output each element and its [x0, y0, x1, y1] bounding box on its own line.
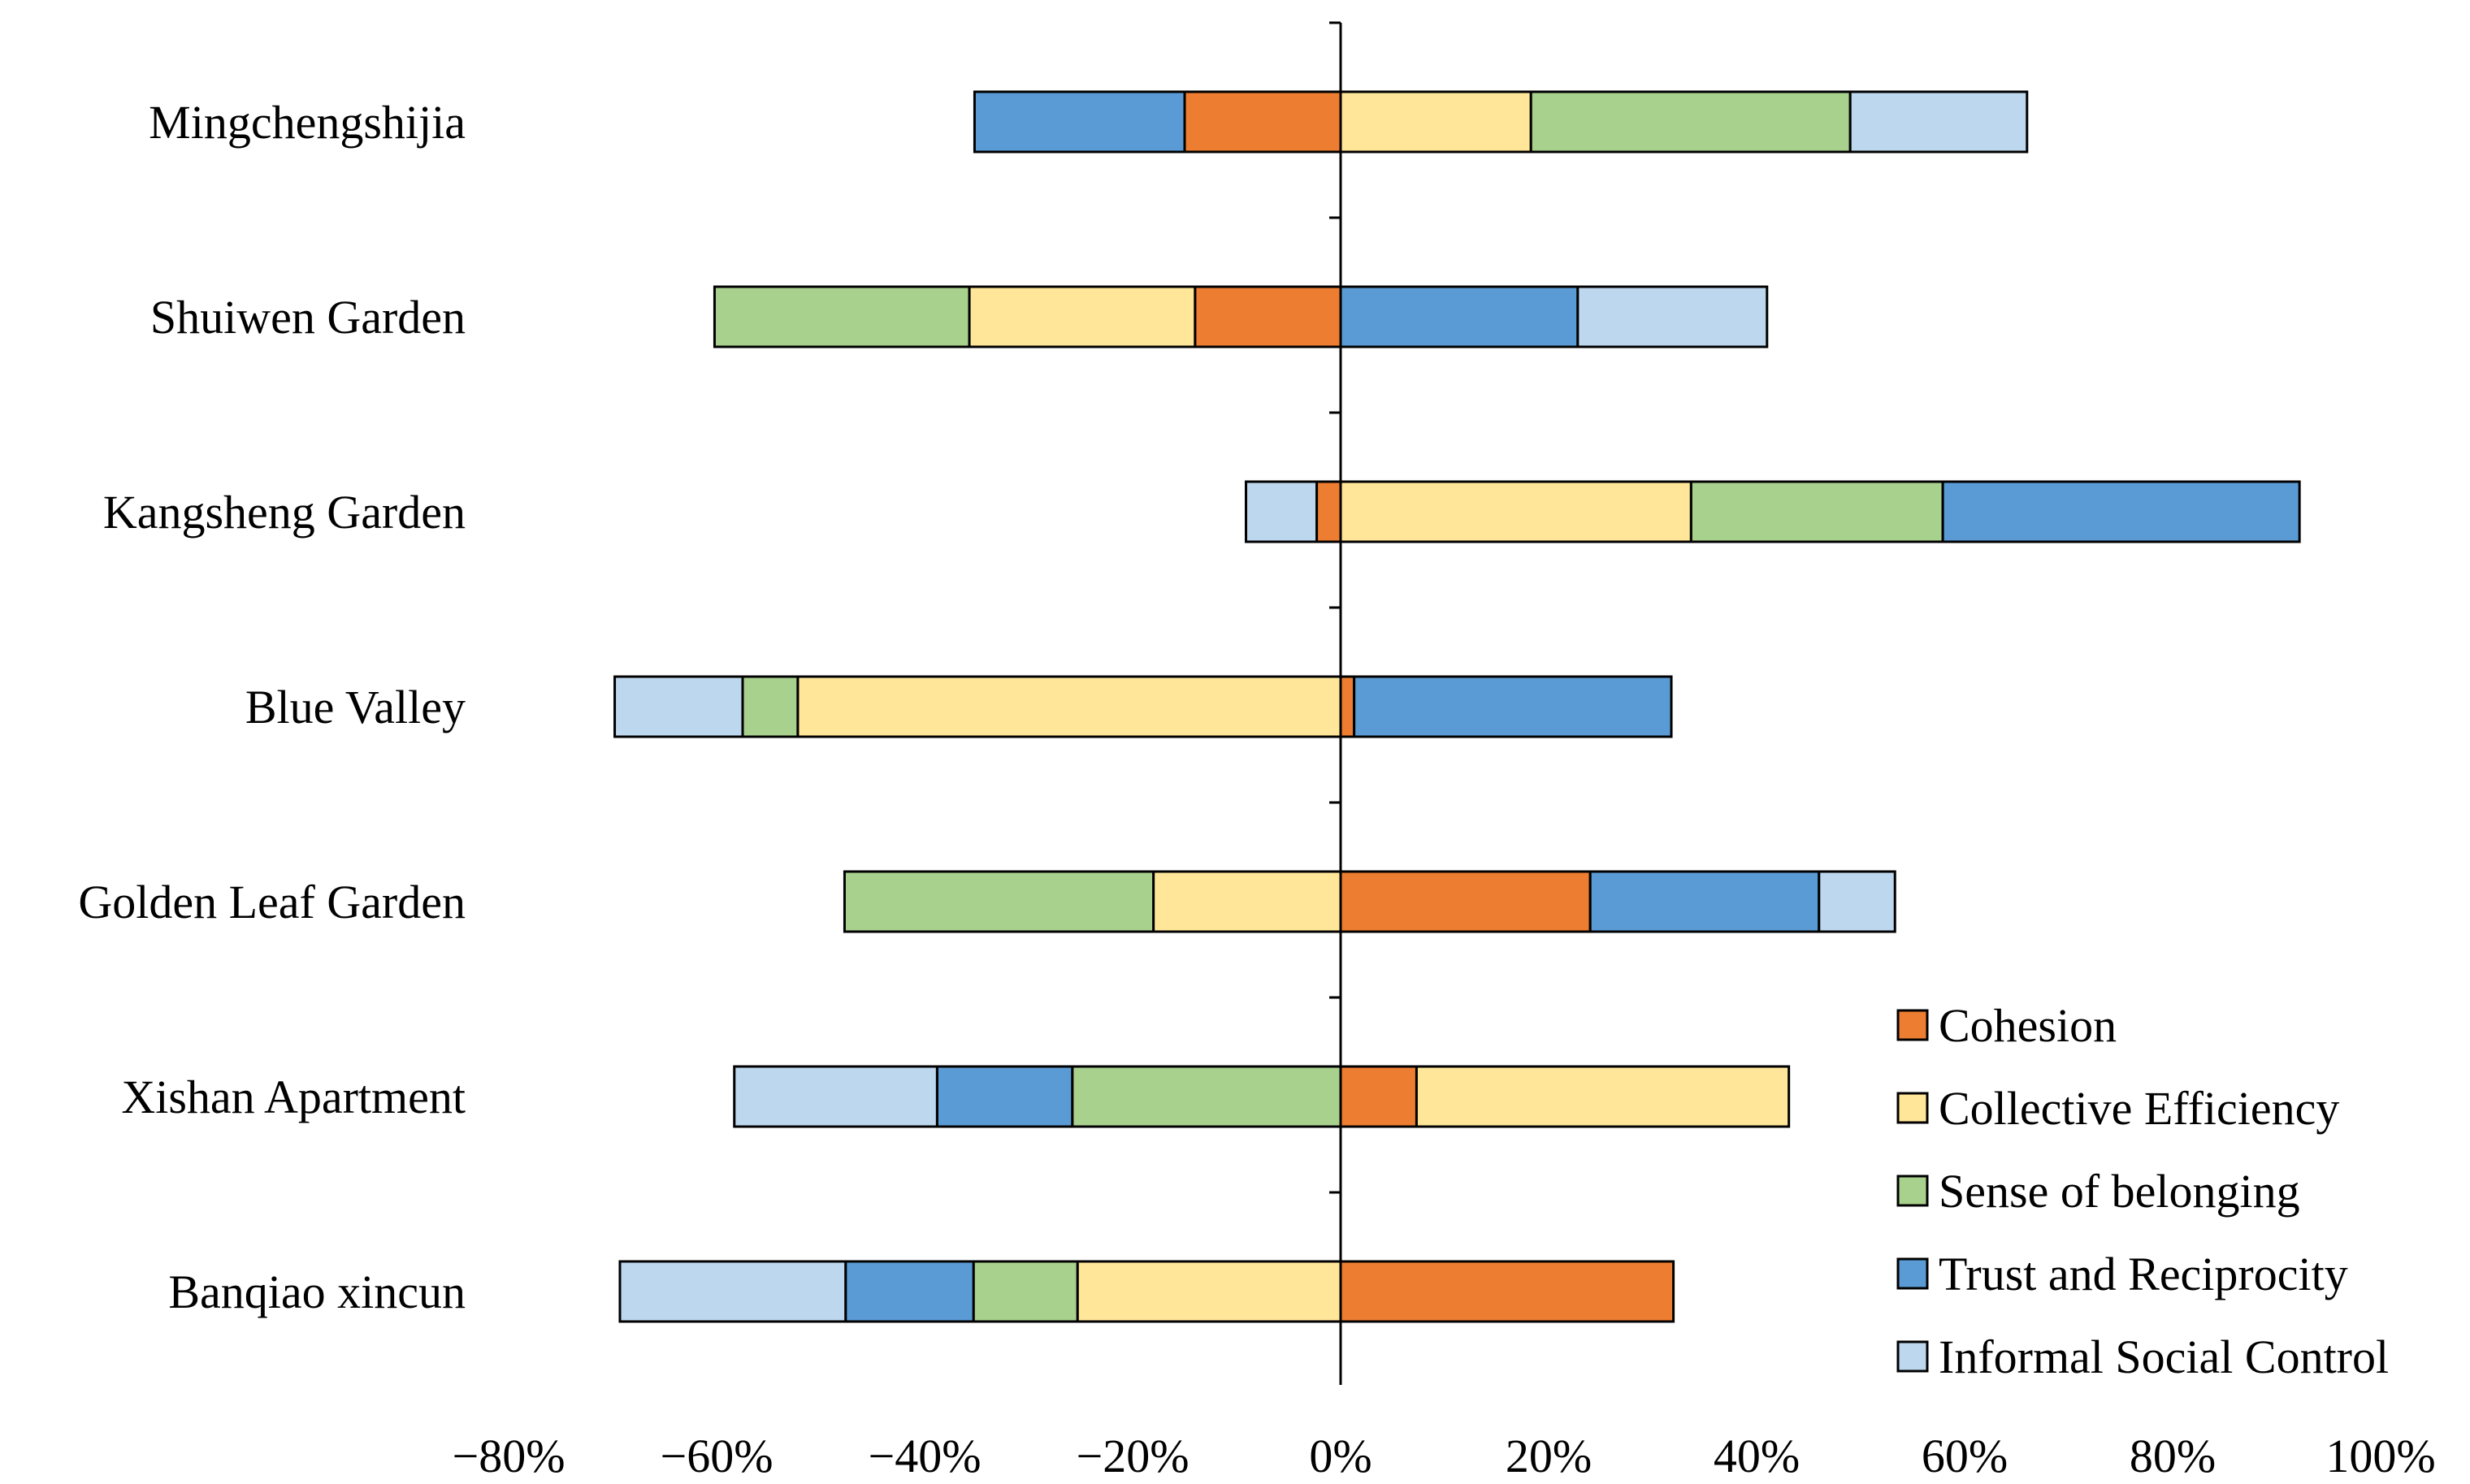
x-tick-label: 0% — [1309, 1430, 1372, 1482]
category-label-shuiwen-garden: Shuiwen Garden — [150, 291, 466, 344]
category-label-blue-valley: Blue Valley — [245, 681, 466, 733]
bar-banqiao-xincun-informal-social-control — [618, 1260, 847, 1323]
bar-kangsheng-garden-trust-and-reciprocity — [1941, 480, 2301, 543]
bar-banqiao-xincun-collective-efficiency — [1076, 1260, 1342, 1323]
category-label-golden-leaf-garden: Golden Leaf Garden — [78, 876, 466, 928]
bar-xishan-apartment-sense-of-belonging — [1071, 1065, 1342, 1128]
bar-golden-leaf-garden-collective-efficiency — [1152, 870, 1342, 933]
bar-mingchengshijia-informal-social-control — [1848, 90, 2029, 154]
bar-xishan-apartment-trust-and-reciprocity — [935, 1065, 1074, 1128]
bar-kangsheng-garden-informal-social-control — [1245, 480, 1319, 543]
bar-shuiwen-garden-collective-efficiency — [968, 285, 1197, 348]
legend-swatch-cohesion — [1896, 1009, 1929, 1041]
category-label-banqiao-xincun: Banqiao xincun — [168, 1266, 466, 1318]
x-tick-label: −60% — [660, 1430, 773, 1482]
bar-blue-valley-trust-and-reciprocity — [1353, 675, 1673, 738]
legend-label-trust-and-reciprocity: Trust and Reciprocity — [1939, 1248, 2348, 1300]
bar-mingchengshijia-collective-efficiency — [1339, 90, 1532, 154]
bar-blue-valley-informal-social-control — [613, 675, 744, 738]
bar-kangsheng-garden-cohesion — [1315, 480, 1342, 543]
category-label-mingchengshijia: Mingchengshijia — [149, 96, 466, 149]
legend-swatch-sense-of-belonging — [1896, 1175, 1929, 1207]
category-label-xishan-apartment: Xishan Apartment — [121, 1071, 466, 1123]
legend-label-sense-of-belonging: Sense of belonging — [1939, 1165, 2300, 1218]
bar-xishan-apartment-informal-social-control — [733, 1065, 938, 1128]
bar-blue-valley-cohesion — [1339, 675, 1356, 738]
legend-swatch-informal-social-control — [1896, 1340, 1929, 1373]
bar-golden-leaf-garden-sense-of-belonging — [843, 870, 1155, 933]
axis-ticks — [1329, 21, 1341, 1194]
bars-layer — [613, 90, 2301, 1323]
bar-kangsheng-garden-collective-efficiency — [1339, 480, 1692, 543]
legend-swatch-collective-efficiency — [1896, 1092, 1929, 1124]
bar-shuiwen-garden-trust-and-reciprocity — [1339, 285, 1580, 348]
bar-xishan-apartment-collective-efficiency — [1415, 1065, 1791, 1128]
bar-banqiao-xincun-cohesion — [1339, 1260, 1675, 1323]
x-tick-label: −80% — [452, 1430, 565, 1482]
x-tick-label: 100% — [2325, 1430, 2435, 1482]
bar-golden-leaf-garden-cohesion — [1339, 870, 1592, 933]
x-tick-label: −40% — [868, 1430, 981, 1482]
legend-label-informal-social-control: Informal Social Control — [1939, 1330, 2389, 1383]
x-tick-label: 60% — [1922, 1430, 2008, 1482]
bar-banqiao-xincun-sense-of-belonging — [972, 1260, 1079, 1323]
legend-swatch-trust-and-reciprocity — [1896, 1257, 1929, 1290]
legend: Cohesion Collective Efficiency Sense of be… — [1896, 999, 2389, 1383]
bar-blue-valley-collective-efficiency — [796, 675, 1342, 738]
x-tick-label: 40% — [1714, 1430, 1800, 1482]
bar-golden-leaf-garden-informal-social-control — [1818, 870, 1896, 933]
bar-mingchengshijia-trust-and-reciprocity — [973, 90, 1186, 154]
legend-label-collective-efficiency: Collective Efficiency — [1939, 1082, 2339, 1135]
bar-blue-valley-sense-of-belonging — [741, 675, 800, 738]
bar-shuiwen-garden-informal-social-control — [1576, 285, 1769, 348]
bar-xishan-apartment-cohesion — [1339, 1065, 1418, 1128]
x-tick-label: 80% — [2130, 1430, 2216, 1482]
bar-shuiwen-garden-sense-of-belonging — [713, 285, 971, 348]
bar-mingchengshijia-sense-of-belonging — [1529, 90, 1852, 154]
category-labels: Mingchengshijia Shuiwen Garden Kangsheng G… — [78, 96, 466, 1318]
bar-kangsheng-garden-sense-of-belonging — [1689, 480, 1944, 543]
category-label-kangsheng-garden: Kangsheng Garden — [103, 486, 466, 539]
x-tick-labels: −80% −60% −40% −20% 0% 20% 40% 60% 80% 100% — [452, 1430, 2435, 1482]
bar-banqiao-xincun-trust-and-reciprocity — [844, 1260, 975, 1323]
bar-shuiwen-garden-cohesion — [1194, 285, 1342, 348]
legend-label-cohesion: Cohesion — [1939, 999, 2117, 1052]
x-tick-label: −20% — [1076, 1430, 1189, 1482]
bar-golden-leaf-garden-trust-and-reciprocity — [1588, 870, 1821, 933]
x-tick-label: 20% — [1506, 1430, 1592, 1482]
bar-mingchengshijia-cohesion — [1183, 90, 1342, 154]
